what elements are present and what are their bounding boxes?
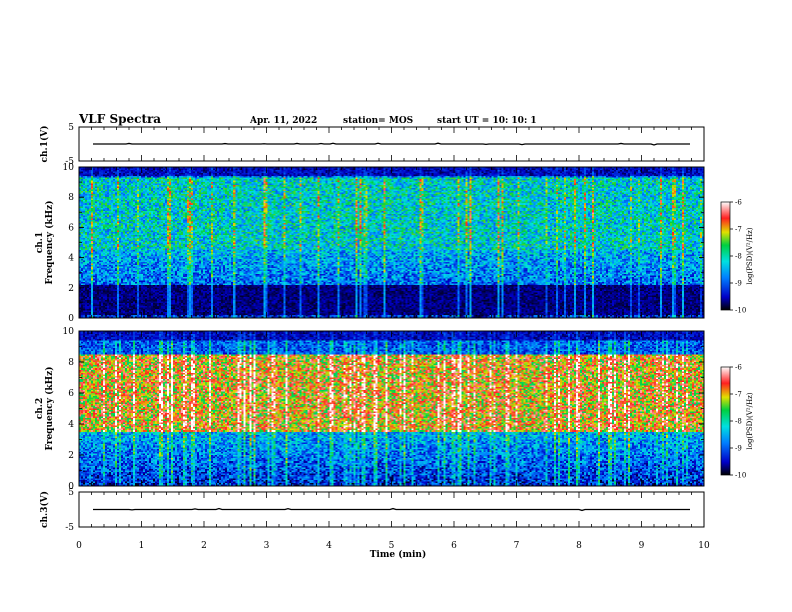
ch1-spectrogram-ytick-label: 0 [68, 314, 74, 324]
x-tick-label: 5 [389, 541, 395, 551]
x-tick-label: 7 [514, 541, 520, 551]
ch1-spectrogram-ytick-label: 10 [63, 163, 75, 173]
ch1-spectrogram-colorbar-tick-label: -8 [735, 253, 742, 261]
ch2-spectrogram-colorbar-tick-label: -7 [735, 391, 742, 399]
ch1-spectrogram-panel [79, 167, 704, 318]
ch2-colorbar-gradient [720, 366, 731, 476]
ch1-spectrogram-ylabel: Frequency (kHz) [44, 200, 55, 284]
x-tick-label: 1 [139, 541, 145, 551]
x-tick-label: 10 [698, 541, 710, 551]
x-tick-label: 3 [264, 541, 270, 551]
ch1-waveform-trace [93, 142, 690, 146]
ch1-spectrogram-colorbar-tick-label: -7 [735, 226, 742, 234]
ch1-spectrogram-colorbar-tick-label: -9 [735, 280, 742, 288]
ch2-spectrogram-colorbar-tick-label: -6 [735, 364, 742, 372]
start-time-label: start UT = 10: 10: 1 [437, 116, 537, 126]
ch2-spectrogram-ytick-label: 8 [68, 358, 74, 368]
ch1-spectrogram-image [79, 167, 704, 318]
ch2-spectrogram-ylabel: ch.2 [35, 398, 45, 419]
figure-title: VLF Spectra [78, 112, 161, 126]
ch2-spectrogram-panel [79, 331, 704, 486]
ch1-spectrogram-ytick-label: 4 [68, 254, 74, 264]
ch2-spectrogram-image [79, 331, 704, 486]
ch1-spectrogram-ytick-label: 2 [68, 284, 74, 294]
date-label: Apr. 11, 2022 [249, 116, 317, 126]
ch2-spectrogram-ytick-label: 2 [68, 451, 74, 461]
ch3-waveform-trace [93, 507, 690, 512]
ch1-waveform-ylabel: ch.1(V) [39, 126, 50, 163]
x-tick-label: 0 [76, 541, 82, 551]
x-tick-label: 6 [451, 541, 457, 551]
x-tick-label: 9 [639, 541, 645, 551]
x-tick-label: 4 [326, 541, 332, 551]
ch1-spectrogram-ylabel: ch.1 [35, 232, 45, 253]
ch1-spectrogram-ytick-label: 6 [68, 223, 74, 233]
x-axis-label: Time (min) [370, 549, 427, 560]
ch2-spectrogram-colorbar-label: log(PSD)(V²/Hz) [746, 392, 754, 449]
ch3-waveform-ytick-label: 5 [68, 488, 74, 498]
ch2-spectrogram-colorbar-tick-label: -9 [735, 445, 742, 453]
station-label: station= MOS [343, 116, 413, 126]
ch2-spectrogram-ytick-label: 10 [63, 327, 75, 337]
ch3-waveform-ylabel: ch.3(V) [39, 491, 50, 528]
ch1-spectrogram-colorbar-tick-label: -10 [735, 307, 746, 315]
ch2-spectrogram-ytick-label: 0 [68, 482, 74, 492]
x-tick-label: 8 [576, 541, 582, 551]
ch2-spectrogram-colorbar-tick-label: -10 [735, 472, 746, 480]
ch2-spectrogram-ytick-label: 4 [68, 420, 74, 430]
ch1-colorbar [720, 201, 731, 311]
ch1-colorbar-gradient [720, 201, 731, 311]
ch2-colorbar [720, 366, 731, 476]
ch1-spectrogram-colorbar-tick-label: -6 [735, 199, 742, 207]
ch2-spectrogram-ytick-label: 6 [68, 389, 74, 399]
ch1-spectrogram-ytick-label: 8 [68, 193, 74, 203]
x-tick-label: 2 [201, 541, 207, 551]
ch1-spectrogram-colorbar-label: log(PSD)(V²/Hz) [746, 227, 754, 284]
ch2-spectrogram-colorbar-tick-label: -8 [735, 418, 742, 426]
ch2-spectrogram-ylabel: Frequency (kHz) [44, 366, 55, 450]
ch3-waveform-ytick-label: -5 [65, 523, 74, 533]
ch1-waveform-ytick-label: -5 [65, 157, 74, 167]
ch1-waveform-ytick-label: 5 [68, 123, 74, 133]
